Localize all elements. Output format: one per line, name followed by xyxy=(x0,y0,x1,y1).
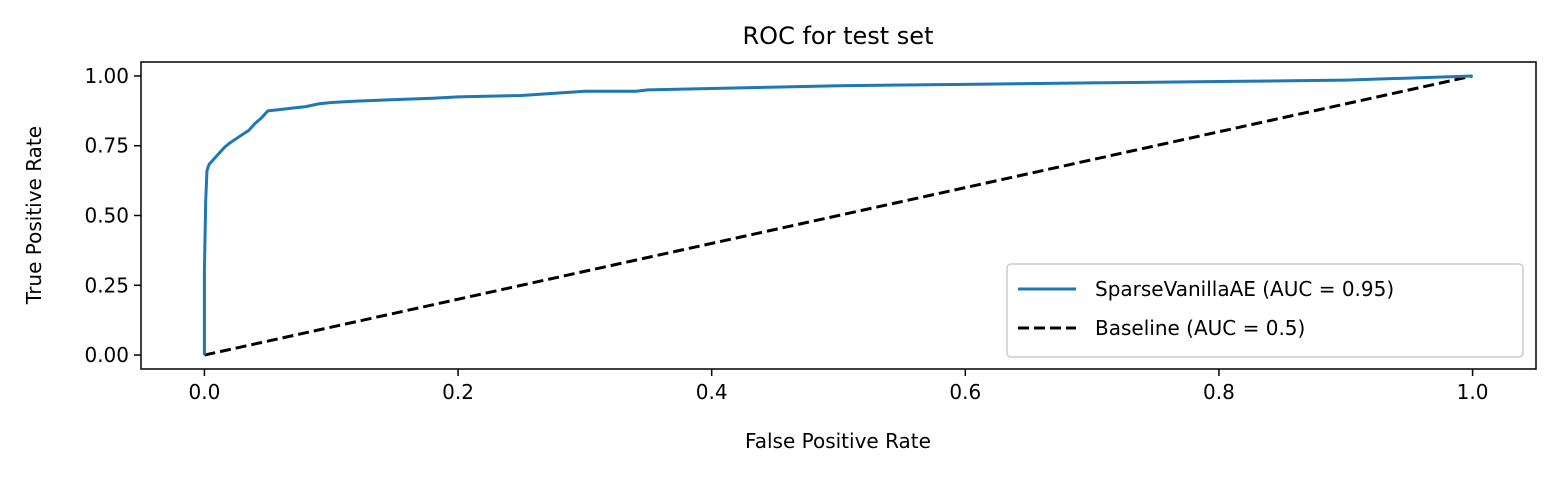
series-line-baseline xyxy=(204,74,1473,357)
x-tick-label: 0.0 xyxy=(189,380,221,404)
x-tick-label: 0.6 xyxy=(949,380,981,404)
legend: SparseVanillaAE (AUC = 0.95) Baseline (A… xyxy=(1006,263,1524,358)
x-tick-label: 0.8 xyxy=(1203,380,1235,404)
legend-box xyxy=(1006,263,1524,358)
x-tick-label: 0.2 xyxy=(442,380,474,404)
series-line-sparsevanillaae xyxy=(202,74,1473,356)
x-tick-label: 0.4 xyxy=(696,380,728,404)
legend-label-baseline: Baseline (AUC = 0.5) xyxy=(1095,316,1305,340)
x-tick-label: 1.0 xyxy=(1457,380,1489,404)
y-tick-label: 0.00 xyxy=(84,343,129,367)
y-tick-label: 0.50 xyxy=(84,204,129,228)
series-layer xyxy=(202,74,1473,357)
chart-title: ROC for test set xyxy=(743,22,934,50)
y-tick-label: 0.25 xyxy=(84,273,129,297)
x-axis-ticks: 0.0 0.2 0.4 0.6 0.8 1.0 xyxy=(189,369,1489,404)
y-tick-label: 0.75 xyxy=(84,134,129,158)
y-axis-label: True Positive Rate xyxy=(22,126,46,305)
x-axis-label: False Positive Rate xyxy=(745,429,931,453)
y-axis-ticks: 0.00 0.25 0.50 0.75 1.00 xyxy=(84,64,141,367)
y-tick-label: 1.00 xyxy=(84,64,129,88)
legend-label-sparsevanillaae: SparseVanillaAE (AUC = 0.95) xyxy=(1095,277,1394,301)
